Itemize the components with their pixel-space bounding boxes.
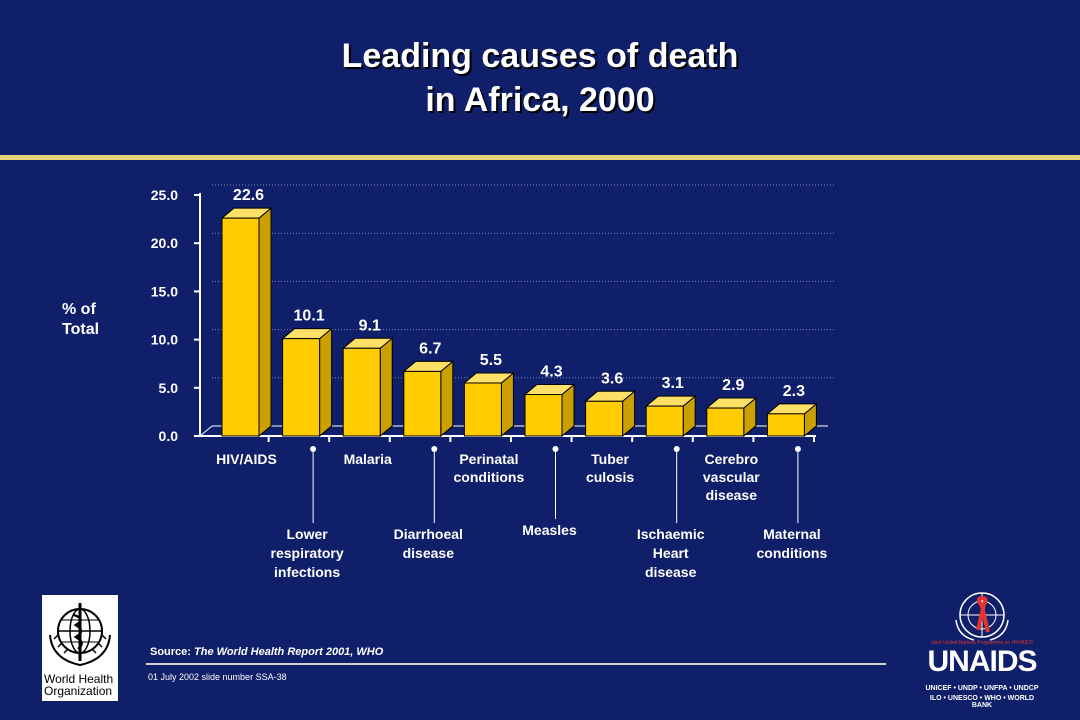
bar-side	[500, 371, 514, 438]
bar-side	[440, 360, 454, 438]
y-axis-label: % of Total	[62, 300, 122, 340]
data-label: 2.9	[722, 377, 744, 394]
bar-side	[258, 207, 272, 438]
bar	[645, 405, 684, 437]
category-label: infections	[274, 564, 340, 580]
slide-footer: 01 July 2002 slide number SSA-38	[148, 672, 287, 682]
bar	[524, 394, 563, 437]
data-label: 3.6	[601, 370, 623, 387]
category-label: disease	[706, 487, 758, 503]
unaids-logo: Joint United Nations Programme on HIV/AI…	[922, 590, 1042, 710]
data-label: 5.5	[480, 352, 502, 369]
data-label: 10.1	[294, 308, 325, 325]
who-logo-text: World Health Organization	[44, 672, 114, 698]
bar	[585, 400, 624, 437]
who-emblem-icon	[49, 603, 111, 667]
floor-edge	[199, 425, 213, 437]
unaids-wordmark: UNAIDS	[927, 645, 1037, 678]
chart-title-line1: Leading causes of death	[341, 37, 739, 75]
data-label: 9.1	[359, 317, 381, 334]
bar	[766, 413, 805, 437]
category-label: conditions	[757, 545, 828, 561]
unaids-sponsors-1: UNICEF • UNDP • UNFPA • UNDCP	[925, 685, 1039, 692]
unaids-tagline: Joint United Nations Programme on HIV/AI…	[931, 640, 1033, 646]
source-note: Source: The World Health Report 2001, WH…	[150, 646, 383, 658]
category-label: disease	[403, 545, 455, 561]
category-label: Ischaemic	[637, 526, 705, 542]
category-label: HIV/AIDS	[216, 451, 277, 467]
category-label: disease	[645, 564, 697, 580]
data-label: 2.3	[783, 383, 805, 400]
y-tick-label: 15.0	[151, 283, 178, 299]
bar-side	[319, 327, 333, 438]
data-label: 22.6	[233, 187, 264, 204]
source-text: The World Health Report 2001, WHO	[194, 646, 384, 658]
category-label: Heart	[653, 545, 689, 561]
un-emblem-icon	[955, 592, 1009, 641]
title-divider	[0, 155, 1080, 160]
data-label: 4.3	[540, 364, 562, 381]
y-tick-label: 25.0	[151, 187, 178, 203]
category-label: vascular	[703, 469, 760, 485]
data-label: 6.7	[419, 340, 441, 357]
category-label: Maternal	[763, 526, 821, 542]
source-divider	[146, 663, 886, 665]
bar-chart: 0.0 5.0 10.0 15.0 20.0 25.0 22.6 HIV/AIDS 10.1 Lo…	[151, 184, 836, 580]
y-axis-label-line1: % of	[62, 301, 96, 318]
y-tick-label: 5.0	[159, 380, 179, 396]
category-label: Lower	[286, 526, 328, 542]
unaids-sponsors-2: ILO • UNESCO • WHO • WORLD BANK	[929, 695, 1035, 709]
y-axis-label-line2: Total	[62, 321, 100, 338]
category-label: Diarrhoeal	[394, 526, 463, 542]
bar	[463, 382, 502, 437]
y-tick-label: 0.0	[159, 428, 179, 444]
category-label: Cerebro	[704, 451, 758, 467]
category-label: Measles	[522, 522, 577, 538]
category-label: Malaria	[344, 451, 392, 467]
source-prefix: Source:	[150, 646, 191, 658]
data-label: 3.1	[662, 375, 684, 392]
bar	[706, 407, 745, 437]
bar	[403, 370, 442, 437]
bar	[282, 338, 321, 437]
y-tick-label: 20.0	[151, 235, 178, 251]
y-tick-label: 10.0	[151, 332, 178, 348]
bar	[342, 347, 381, 437]
category-label: Tuber	[591, 451, 629, 467]
category-label: respiratory	[271, 545, 344, 561]
category-label: Perinatal	[459, 451, 518, 467]
bar	[221, 217, 260, 437]
category-label: conditions	[454, 469, 525, 485]
bar-side	[379, 337, 393, 438]
chart-title-line2: in Africa, 2000	[425, 81, 655, 119]
category-label: culosis	[586, 469, 634, 485]
who-logo: World Health Organization	[42, 595, 118, 701]
